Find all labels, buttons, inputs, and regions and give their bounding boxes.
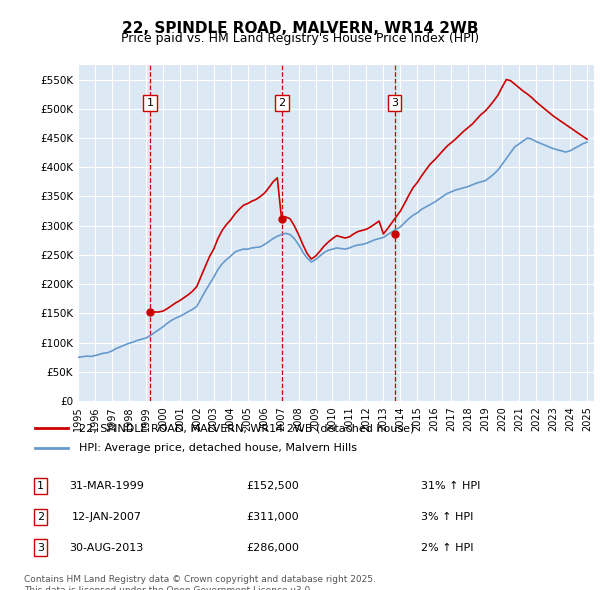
Text: £152,500: £152,500 bbox=[246, 481, 299, 491]
Text: 3: 3 bbox=[391, 98, 398, 108]
Text: 31-MAR-1999: 31-MAR-1999 bbox=[70, 481, 144, 491]
Text: 1: 1 bbox=[146, 98, 154, 108]
Text: 22, SPINDLE ROAD, MALVERN, WR14 2WB: 22, SPINDLE ROAD, MALVERN, WR14 2WB bbox=[122, 21, 478, 35]
Text: 2% ↑ HPI: 2% ↑ HPI bbox=[421, 543, 474, 553]
Text: 3% ↑ HPI: 3% ↑ HPI bbox=[421, 512, 474, 522]
Text: £311,000: £311,000 bbox=[246, 512, 299, 522]
Text: Price paid vs. HM Land Registry's House Price Index (HPI): Price paid vs. HM Land Registry's House … bbox=[121, 32, 479, 45]
Text: 22, SPINDLE ROAD, MALVERN, WR14 2WB (detached house): 22, SPINDLE ROAD, MALVERN, WR14 2WB (det… bbox=[79, 424, 415, 433]
Text: 2: 2 bbox=[37, 512, 44, 522]
Text: 30-AUG-2013: 30-AUG-2013 bbox=[70, 543, 144, 553]
Text: 12-JAN-2007: 12-JAN-2007 bbox=[72, 512, 142, 522]
Text: £286,000: £286,000 bbox=[246, 543, 299, 553]
Text: 31% ↑ HPI: 31% ↑ HPI bbox=[421, 481, 481, 491]
Text: HPI: Average price, detached house, Malvern Hills: HPI: Average price, detached house, Malv… bbox=[79, 443, 357, 453]
Text: 3: 3 bbox=[37, 543, 44, 553]
Text: 2: 2 bbox=[278, 98, 286, 108]
Text: Contains HM Land Registry data © Crown copyright and database right 2025.
This d: Contains HM Land Registry data © Crown c… bbox=[24, 575, 376, 590]
Text: 1: 1 bbox=[37, 481, 44, 491]
